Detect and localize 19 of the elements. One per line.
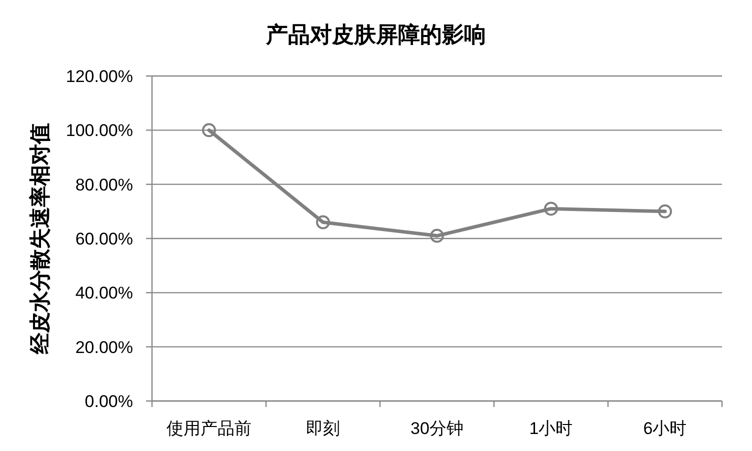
y-tick-label: 60.00% [75, 230, 133, 248]
chart-title: 产品对皮肤屏障的影响 [265, 22, 486, 47]
y-tick-label: 80.00% [75, 175, 133, 194]
y-axis-title: 经皮水分散失速率相对值 [28, 123, 52, 355]
x-tick-label: 30分钟 [410, 419, 464, 438]
x-tick-label: 使用产品前 [166, 419, 252, 438]
x-tick-label: 1小时 [529, 419, 573, 438]
y-tick-label: 40.00% [75, 284, 133, 303]
x-tick-label: 即刻 [306, 419, 340, 438]
point [658, 204, 672, 218]
y-tick-label: 20.00% [75, 338, 133, 357]
point [202, 123, 216, 138]
point [316, 215, 330, 230]
point [544, 202, 558, 216]
point [430, 228, 444, 243]
y-tick-label: 0.00% [84, 392, 133, 411]
y-tick-label: 100.00% [66, 121, 133, 140]
x-tick-label: 6小时 [643, 419, 687, 438]
y-tick-label: 120.00% [66, 67, 133, 86]
